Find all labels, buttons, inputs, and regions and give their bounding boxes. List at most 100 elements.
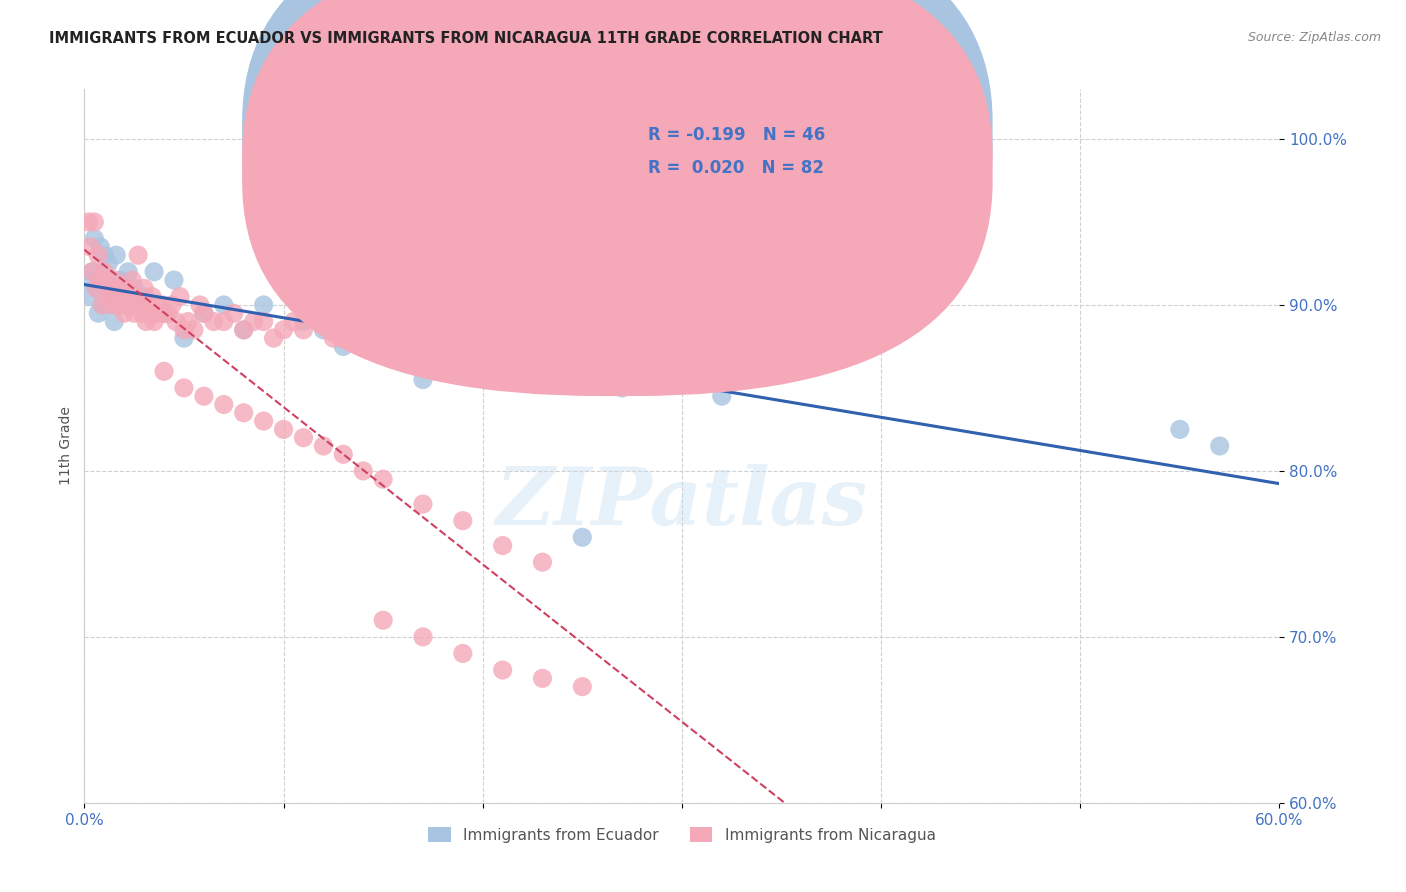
Point [253, 298, 276, 312]
Point [87, 248, 110, 262]
Point [143, 265, 166, 279]
Point [79, 290, 101, 304]
Point [232, 406, 254, 420]
Point [157, 306, 180, 320]
Point [115, 281, 138, 295]
Point [87, 306, 110, 320]
Point [183, 323, 205, 337]
Point [132, 281, 156, 295]
Point [82, 265, 104, 279]
Text: R =  0.020   N = 82: R = 0.020 N = 82 [648, 160, 824, 178]
Point [571, 680, 593, 694]
Point [120, 298, 142, 312]
Point [212, 397, 235, 411]
Point [139, 306, 162, 320]
Point [98, 281, 121, 295]
Point [512, 348, 534, 362]
Point [117, 290, 139, 304]
Point [91, 298, 114, 312]
Point [89, 240, 111, 254]
Point [373, 472, 395, 486]
Point [531, 339, 554, 353]
Point [153, 306, 176, 320]
Point [131, 306, 153, 320]
Point [292, 314, 315, 328]
Point [292, 323, 315, 337]
Point [1209, 439, 1232, 453]
Point [212, 314, 235, 328]
Point [121, 273, 143, 287]
Point [98, 298, 121, 312]
Point [165, 314, 187, 328]
Point [153, 306, 176, 320]
Point [492, 663, 515, 677]
Point [97, 290, 120, 304]
Point [169, 290, 191, 304]
Point [193, 389, 215, 403]
Point [105, 290, 128, 304]
Point [451, 514, 474, 528]
Point [110, 273, 132, 287]
Point [173, 323, 195, 337]
Point [122, 281, 145, 295]
Point [127, 248, 149, 262]
Point [312, 439, 335, 453]
Text: ZIPatlas: ZIPatlas [496, 465, 868, 541]
Point [188, 298, 211, 312]
Point [136, 298, 159, 312]
Point [146, 306, 169, 320]
Point [132, 290, 156, 304]
Point [202, 314, 225, 328]
Point [332, 339, 354, 353]
Y-axis label: 11th Grade: 11th Grade [59, 407, 73, 485]
Point [145, 298, 167, 312]
Point [117, 265, 139, 279]
Point [710, 389, 733, 403]
Point [263, 331, 285, 345]
Point [82, 265, 104, 279]
Point [322, 331, 344, 345]
Point [283, 314, 305, 328]
Point [193, 306, 215, 320]
Point [571, 530, 593, 544]
Point [242, 314, 264, 328]
Point [412, 373, 434, 387]
Point [163, 273, 186, 287]
Point [312, 314, 335, 328]
FancyBboxPatch shape [581, 107, 950, 196]
Point [332, 331, 354, 345]
Point [96, 281, 118, 295]
Point [160, 298, 183, 312]
Point [177, 314, 200, 328]
Point [253, 314, 276, 328]
Point [129, 298, 152, 312]
Point [103, 273, 125, 287]
Point [292, 431, 315, 445]
Point [83, 215, 105, 229]
Point [173, 381, 195, 395]
Point [141, 290, 163, 304]
Point [135, 314, 157, 328]
Point [253, 414, 276, 428]
Point [232, 323, 254, 337]
Point [91, 298, 114, 312]
Point [93, 265, 115, 279]
Point [112, 306, 135, 320]
Point [273, 323, 295, 337]
Point [79, 240, 101, 254]
Point [222, 306, 245, 320]
Point [412, 630, 434, 644]
Point [105, 248, 128, 262]
Point [77, 273, 100, 287]
Point [273, 422, 295, 436]
Point [110, 281, 132, 295]
Point [96, 273, 118, 287]
Point [101, 298, 124, 312]
Point [312, 323, 335, 337]
Point [273, 265, 295, 279]
Point [86, 281, 108, 295]
Point [77, 215, 100, 229]
Text: Source: ZipAtlas.com: Source: ZipAtlas.com [1247, 31, 1381, 45]
Point [451, 331, 474, 345]
Point [111, 298, 134, 312]
